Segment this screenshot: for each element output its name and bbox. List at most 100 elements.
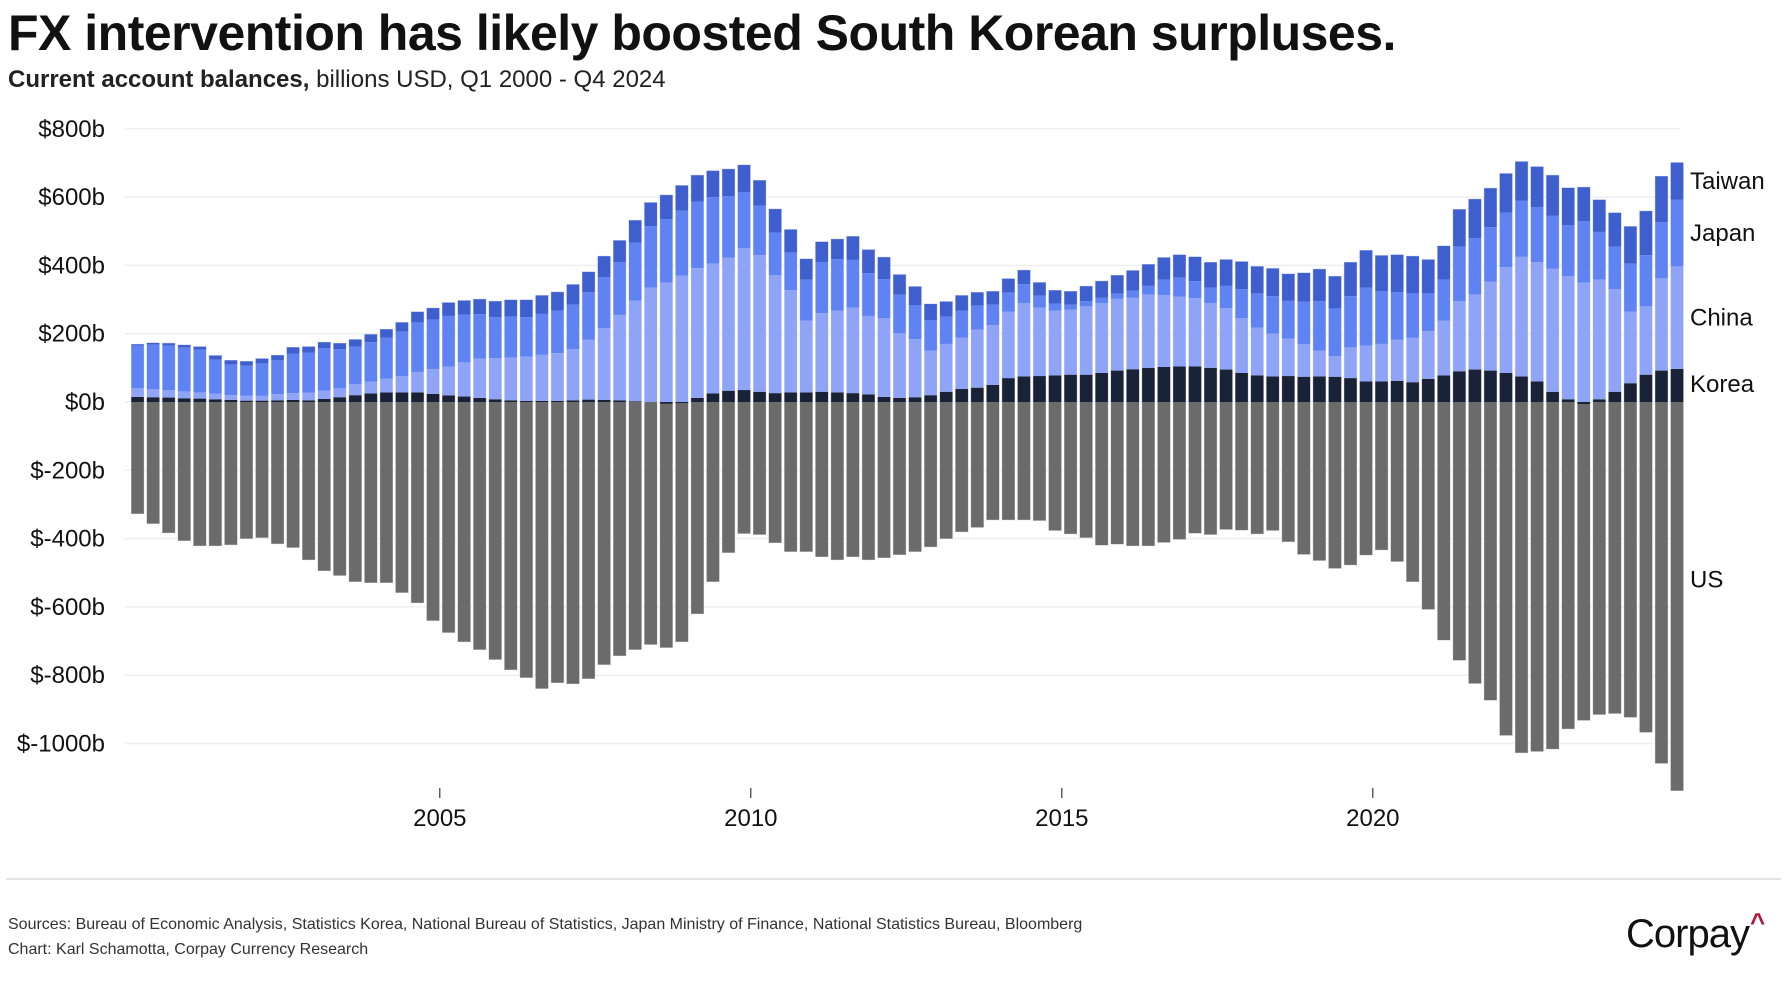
bar-outline	[690, 174, 705, 615]
bar-japan	[1375, 291, 1389, 344]
bar-stack	[705, 170, 720, 583]
bar-china	[317, 390, 331, 399]
bar-china	[1592, 279, 1606, 400]
bar-stack	[286, 346, 301, 549]
bar-taiwan	[348, 339, 362, 347]
bar-stack	[581, 271, 596, 680]
bar-korea	[892, 397, 907, 402]
bar-china	[799, 320, 813, 393]
bar-stack	[332, 342, 347, 577]
bar-korea	[1639, 374, 1653, 402]
bar-taiwan	[768, 208, 782, 233]
bar-korea	[473, 397, 487, 402]
bar-stack	[1125, 269, 1140, 547]
bar-china	[1343, 347, 1358, 379]
bar-taiwan	[442, 302, 456, 316]
bar-taiwan	[162, 342, 176, 346]
bar-outline	[1436, 245, 1451, 641]
bar-us	[1608, 402, 1622, 714]
bar-us	[784, 402, 798, 552]
bar-us	[690, 402, 704, 615]
bar-us	[1141, 402, 1155, 547]
bar-outline	[208, 354, 223, 547]
bar-japan	[1032, 295, 1047, 308]
bar-stack	[1141, 263, 1156, 547]
bar-us	[1437, 402, 1451, 641]
bar-japan	[986, 304, 1000, 326]
bar-taiwan	[1110, 274, 1124, 294]
bar-us	[721, 402, 736, 553]
bar-outline	[1032, 281, 1047, 522]
bar-japan	[1654, 222, 1669, 279]
bar-taiwan	[877, 256, 891, 280]
bar-taiwan	[146, 342, 160, 345]
bar-outline	[1530, 165, 1545, 753]
bar-us	[1281, 402, 1295, 543]
bar-china	[753, 255, 767, 392]
bar-stack	[192, 345, 207, 547]
bar-us	[861, 402, 876, 561]
bar-outline	[1141, 263, 1156, 547]
bar-china	[1312, 350, 1326, 377]
bar-taiwan	[1312, 268, 1326, 302]
bar-taiwan	[753, 180, 767, 206]
bar-taiwan	[1188, 256, 1202, 282]
bar-japan	[457, 314, 471, 363]
bar-china	[1250, 327, 1264, 376]
bar-stack	[1452, 208, 1467, 661]
bar-us	[1406, 402, 1420, 582]
chart-subtitle: Current account balances, billions USD, …	[8, 66, 666, 94]
bar-outline	[394, 321, 409, 594]
bar-taiwan	[1608, 212, 1622, 247]
bar-taiwan	[426, 307, 440, 320]
bar-japan	[1639, 255, 1653, 307]
bar-taiwan	[1126, 270, 1140, 291]
bar-stack	[1467, 198, 1482, 685]
bar-outline	[426, 307, 441, 622]
bar-us	[379, 402, 393, 583]
bar-us	[504, 402, 518, 671]
bar-china	[908, 339, 922, 398]
bar-us	[208, 402, 222, 547]
bar-stack	[1623, 225, 1638, 718]
bar-stack	[519, 299, 534, 679]
bar-korea	[379, 392, 393, 402]
bar-stack	[1390, 254, 1405, 563]
bar-us	[333, 402, 347, 576]
bar-korea	[1561, 399, 1575, 402]
bar-stack	[628, 219, 643, 651]
bar-japan	[706, 197, 720, 264]
bar-china	[721, 257, 736, 391]
bar-china	[1577, 282, 1591, 402]
bar-taiwan	[659, 194, 673, 220]
bar-china	[1188, 298, 1202, 367]
bar-korea	[302, 400, 316, 402]
bar-china	[1095, 302, 1109, 373]
bar-outline	[1359, 249, 1374, 556]
bar-us	[1561, 402, 1575, 730]
bar-taiwan	[1235, 261, 1249, 290]
bar-outline	[1483, 187, 1498, 701]
bars	[130, 160, 1685, 792]
bar-japan	[1250, 293, 1264, 328]
bar-us	[473, 402, 487, 650]
bar-japan	[830, 259, 844, 311]
bar-outline	[1094, 280, 1109, 546]
bar-us	[1064, 402, 1078, 535]
bar-taiwan	[908, 286, 922, 306]
bar-china	[1001, 311, 1015, 379]
bar-stack	[1530, 165, 1545, 753]
bar-taiwan	[830, 238, 844, 260]
bar-outline	[130, 343, 145, 515]
bar-china	[224, 395, 238, 400]
bar-china	[768, 275, 782, 394]
bar-japan	[1421, 293, 1435, 331]
bar-japan	[613, 261, 627, 315]
bar-stack	[612, 239, 627, 657]
bar-korea	[193, 398, 207, 402]
bar-korea	[442, 395, 456, 402]
bar-china	[1172, 296, 1187, 367]
bar-korea	[1157, 366, 1171, 402]
series-labels: Taiwan Japan China Korea US	[1690, 168, 1765, 594]
bar-korea	[1110, 370, 1124, 402]
